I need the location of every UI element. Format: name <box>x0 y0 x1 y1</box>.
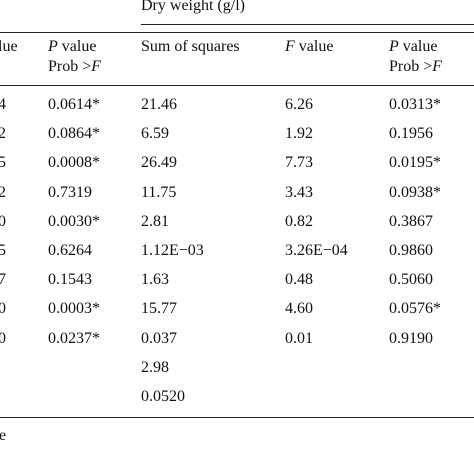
cell-f-value: 1.92 <box>285 125 313 142</box>
cell-p-value-2: 0.0313* <box>389 96 441 113</box>
cell-f-value: 0.01 <box>285 330 313 347</box>
cell-p-value: 0.0003* <box>48 300 100 317</box>
col-header-p-value: P value <box>48 38 97 55</box>
cell-value-partial: 0 <box>0 330 6 347</box>
cell-f-value: 6.26 <box>285 96 313 113</box>
col-header-prob-2: Prob >F <box>389 58 443 75</box>
footnote: e <box>0 427 7 444</box>
cell-value-partial: 0 <box>0 300 6 317</box>
cell-f-value: 0.82 <box>285 213 313 230</box>
header-rule <box>0 85 474 86</box>
col-header-value-partial: lue <box>0 38 18 55</box>
cell-p-value-2: 0.5060 <box>389 271 433 288</box>
cell-sum-of-squares: 21.46 <box>141 96 177 113</box>
cell-value-partial: 4 <box>0 96 6 113</box>
cell-p-value-2: 0.9860 <box>389 242 433 259</box>
cell-p-value: 0.0864* <box>48 125 100 142</box>
cell-f-value: 3.26E−04 <box>285 242 348 259</box>
cell-p-value: 0.0237* <box>48 330 100 347</box>
group-header: Dry weight (g/l) <box>141 0 245 14</box>
cell-sum-of-squares: 11.75 <box>141 184 177 201</box>
cell-value-partial: 2 <box>0 184 6 201</box>
cell-sum-of-squares: 6.59 <box>141 125 169 142</box>
cell-value-partial: 5 <box>0 154 6 171</box>
cell-p-value-2: 0.0195* <box>389 154 441 171</box>
cell-sum-of-squares: 26.49 <box>141 154 177 171</box>
cell-p-value-2: 0.0938* <box>389 184 441 201</box>
cell-sum-of-squares: 1.63 <box>141 271 169 288</box>
cell-sum-of-squares: 2.81 <box>141 213 169 230</box>
cell-sum-of-squares: 2.98 <box>141 359 169 376</box>
top-rule <box>0 32 474 33</box>
cell-value-partial: 2 <box>0 125 6 142</box>
col-header-f-value: F value <box>285 38 334 55</box>
cell-sum-of-squares: 15.77 <box>141 300 177 317</box>
cell-p-value: 0.0614* <box>48 96 100 113</box>
cell-p-value: 0.6264 <box>48 242 92 259</box>
cell-value-partial: 7 <box>0 271 6 288</box>
cell-sum-of-squares: 0.037 <box>141 330 177 347</box>
cell-sum-of-squares: 1.12E−03 <box>141 242 204 259</box>
cell-p-value-2: 0.1956 <box>389 125 433 142</box>
cell-value-partial: 0 <box>0 213 6 230</box>
col-header-p-value-2: P value <box>389 38 438 55</box>
cell-p-value: 0.0008* <box>48 154 100 171</box>
cell-f-value: 0.48 <box>285 271 313 288</box>
cell-p-value: 0.1543 <box>48 271 92 288</box>
col-header-prob: Prob >F <box>48 58 102 75</box>
cell-f-value: 4.60 <box>285 300 313 317</box>
cell-sum-of-squares: 0.0520 <box>141 388 185 405</box>
cell-value-partial: 5 <box>0 242 6 259</box>
cell-f-value: 7.73 <box>285 154 313 171</box>
cell-p-value: 0.7319 <box>48 184 92 201</box>
cell-p-value-2: 0.3867 <box>389 213 433 230</box>
cell-p-value-2: 0.9190 <box>389 330 433 347</box>
cell-f-value: 3.43 <box>285 184 313 201</box>
bottom-rule <box>0 417 474 418</box>
col-header-sum-of-squares: Sum of squares <box>141 38 240 55</box>
cell-p-value-2: 0.0576* <box>389 300 441 317</box>
cell-p-value: 0.0030* <box>48 213 100 230</box>
group-header-rule <box>141 24 474 25</box>
